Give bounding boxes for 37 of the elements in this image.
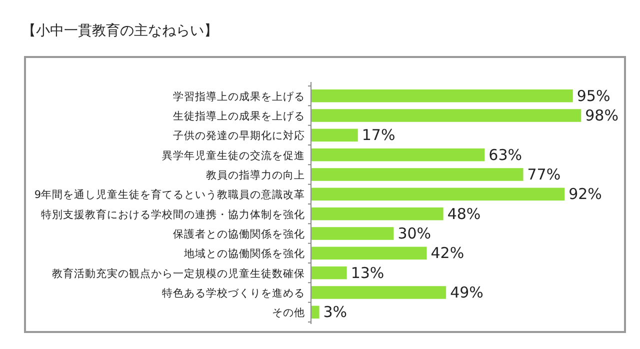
data-label: 63% bbox=[488, 146, 522, 164]
y-tick-label: 生徒指導上の成果を上げる bbox=[173, 110, 305, 122]
bar bbox=[311, 266, 347, 280]
bar bbox=[311, 168, 524, 181]
data-label: 77% bbox=[527, 166, 561, 184]
y-tick-label: 9年間を通し児童生徒を育てるという教職員の意識改革 bbox=[34, 188, 305, 202]
y-tick-label: その他 bbox=[272, 307, 305, 320]
y-tick-label: 特別支援教育における学校間の連携・協力体制を強化 bbox=[41, 208, 305, 221]
data-label: 42% bbox=[430, 244, 464, 262]
bar bbox=[311, 128, 358, 142]
text: 【小中一貫教育の主なねらい】 bbox=[22, 22, 218, 39]
y-tick-label: 地域との協働関係を強化 bbox=[183, 247, 305, 260]
y-tick-label: 異学年児童生徒の交流を促進 bbox=[162, 148, 305, 162]
y-tick-label: 保護者との協働関係を強化 bbox=[173, 228, 305, 240]
bar bbox=[311, 188, 565, 201]
y-tick-label: 特色ある学校づくりを進める bbox=[162, 286, 305, 300]
data-label: 49% bbox=[450, 284, 484, 302]
bar bbox=[311, 148, 485, 162]
y-tick-label: 学習指導上の成果を上げる bbox=[173, 90, 305, 103]
y-tick-label: 教員の指導力の向上 bbox=[206, 168, 305, 182]
bar bbox=[311, 207, 444, 220]
bar bbox=[311, 306, 320, 319]
data-label: 30% bbox=[398, 224, 432, 242]
y-tick-label: 子供の発達の早期化に対応 bbox=[173, 129, 305, 142]
bar bbox=[311, 89, 573, 102]
data-label: 3% bbox=[323, 303, 348, 322]
data-label: 95% bbox=[576, 86, 610, 105]
bar bbox=[311, 246, 427, 260]
data-label: 98% bbox=[585, 106, 618, 124]
bar bbox=[311, 286, 446, 299]
data-label: 92% bbox=[568, 185, 602, 204]
data-label: 17% bbox=[362, 126, 396, 144]
data-label: 13% bbox=[350, 264, 384, 282]
bar bbox=[311, 109, 582, 122]
y-tick-label: 教育活動充実の観点から一定規模の児童生徒数確保 bbox=[52, 266, 305, 280]
data-label: 48% bbox=[447, 204, 481, 223]
bar bbox=[311, 227, 394, 240]
